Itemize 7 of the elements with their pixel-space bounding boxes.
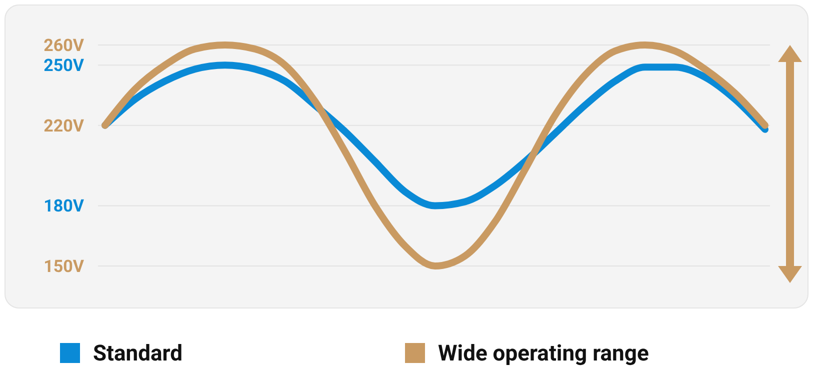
y-tick-label: 220V (44, 116, 85, 136)
y-tick-label: 150V (44, 256, 85, 277)
y-tick-label: 180V (44, 196, 85, 217)
y-tick-label: 250V (44, 56, 85, 76)
legend-label: Standard (93, 342, 182, 367)
y-tick-label: 260V (44, 36, 85, 56)
legend-label: Wide operating range (438, 342, 649, 367)
